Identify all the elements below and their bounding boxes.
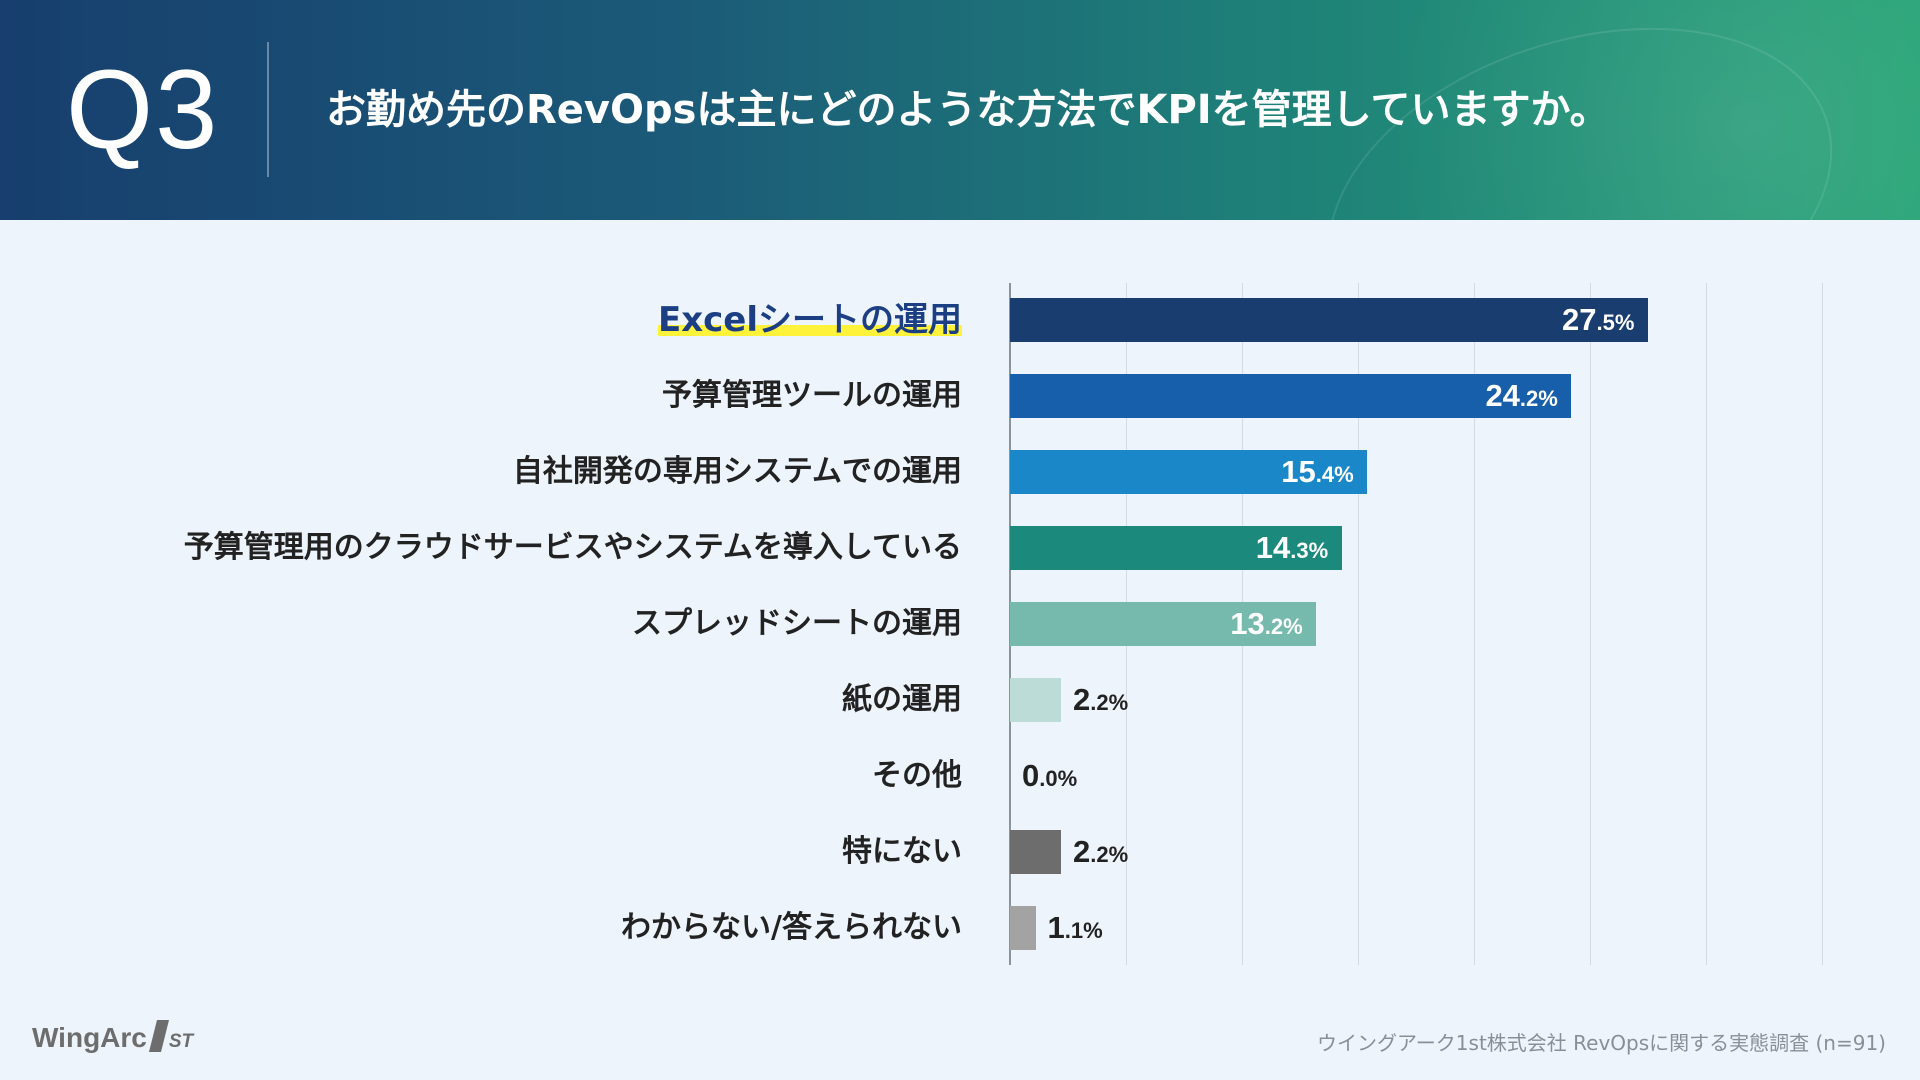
bar [1010, 830, 1062, 874]
category-label: 予算管理用のクラウドサービスやシステムを導入している [183, 530, 962, 565]
category-label: 自社開発の専用システムでの運用 [512, 454, 962, 489]
category-label: その他 [872, 758, 962, 793]
category-label: 紙の運用 [842, 682, 962, 717]
bar [1010, 906, 1036, 950]
logo-suffix: ST [168, 1031, 194, 1052]
value-label: 14.3% [1255, 530, 1329, 565]
value-label: 24.2% [1485, 378, 1558, 413]
wingarc-logo: WingArc ST [32, 1018, 193, 1062]
value-label: 15.4% [1281, 454, 1354, 489]
decorative-swirl [1320, 0, 1920, 220]
gridline [1358, 283, 1359, 965]
bar [1010, 526, 1342, 570]
logo-mark [148, 1020, 169, 1052]
header-banner: Q3 お勤め先のRevOpsは主にどのような方法でKPIを管理していますか。 [0, 0, 1920, 220]
header-divider [267, 42, 269, 177]
category-label: 予算管理ツールの運用 [662, 378, 962, 413]
bar [1010, 678, 1062, 722]
value-label: 27.5% [1562, 302, 1635, 337]
bar [1010, 450, 1368, 494]
category-label: 特にない [842, 834, 962, 869]
value-label: 13.2% [1230, 606, 1303, 641]
gridline [1590, 283, 1591, 965]
gridline [1822, 283, 1823, 965]
value-label: 1.1% [1047, 910, 1103, 945]
gridline [1706, 283, 1707, 965]
bar [1010, 602, 1317, 646]
gridline [1474, 283, 1475, 965]
question-number: Q3 [66, 47, 220, 172]
bar [1010, 298, 1648, 342]
bar [1010, 374, 1572, 418]
category-label: わからない/答えられない [621, 910, 962, 945]
question-text: お勤め先のRevOpsは主にどのような方法でKPIを管理していますか。 [326, 87, 1610, 133]
value-label: 2.2% [1073, 834, 1129, 869]
value-label: 2.2% [1073, 682, 1129, 717]
value-label: 0.0% [1022, 758, 1078, 793]
source-note: ウイングアーク1st株式会社 RevOpsに関する実態調査 (n=91) [1317, 1031, 1886, 1055]
category-label: Excelシートの運用 [657, 300, 962, 340]
logo-text: WingArc [32, 1022, 147, 1053]
category-label: スプレッドシートの運用 [632, 606, 962, 641]
